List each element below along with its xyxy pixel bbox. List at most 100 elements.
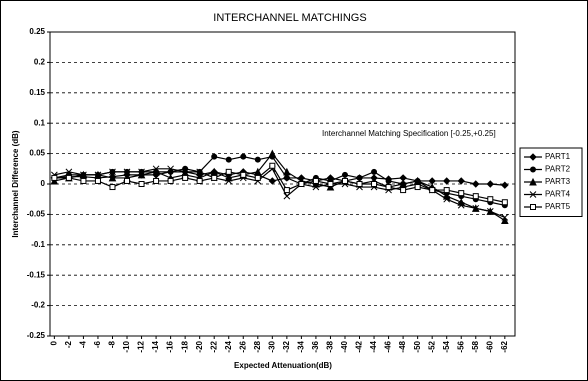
- x-tick-label: -22: [209, 340, 218, 352]
- x-tick-label: -60: [485, 340, 494, 352]
- x-tick-label: -14: [151, 340, 160, 352]
- marker: [138, 181, 145, 187]
- marker: [153, 177, 160, 184]
- marker: [109, 168, 116, 176]
- marker: [254, 156, 261, 163]
- marker: [253, 167, 262, 176]
- x-tick-label: -58: [471, 340, 480, 352]
- marker: [458, 190, 465, 197]
- x-tick-label: -18: [180, 340, 189, 352]
- marker: [341, 171, 348, 178]
- marker: [442, 177, 451, 185]
- legend-label: PART2: [545, 165, 571, 174]
- marker: [400, 187, 407, 194]
- x-tick-label: -28: [253, 340, 262, 352]
- y-tick-label: 0: [41, 179, 46, 188]
- x-tick-label: -52: [427, 340, 436, 352]
- marker: [283, 187, 290, 194]
- marker: [225, 156, 232, 163]
- marker: [341, 177, 348, 184]
- marker: [385, 184, 392, 191]
- x-tick-label: -30: [267, 340, 276, 352]
- marker: [268, 149, 277, 158]
- marker: [254, 174, 261, 181]
- x-tick-label: -20: [195, 340, 204, 352]
- marker: [240, 153, 247, 160]
- marker: [167, 165, 174, 173]
- marker: [240, 171, 247, 178]
- marker: [429, 187, 436, 194]
- marker: [94, 171, 102, 179]
- marker: [486, 180, 495, 188]
- marker: [211, 153, 218, 160]
- legend-marker: [530, 166, 536, 173]
- series-line: [54, 152, 506, 221]
- x-tick-label: -8: [108, 340, 117, 348]
- marker: [371, 181, 378, 187]
- x-axis-label: Expected Attenuation(dB): [234, 361, 332, 370]
- marker: [326, 182, 335, 191]
- y-tick-label: -0.1: [31, 240, 45, 249]
- marker: [283, 167, 291, 176]
- x-tick-label: -54: [442, 340, 451, 352]
- plot-area: [49, 31, 516, 337]
- chart-title: INTERCHANNEL MATCHINGS: [213, 12, 366, 24]
- marker: [356, 174, 363, 181]
- marker: [414, 184, 421, 191]
- marker: [225, 177, 233, 185]
- marker: [472, 193, 479, 200]
- marker: [487, 196, 494, 203]
- x-tick-label: -12: [137, 340, 146, 352]
- x-tick-label: -4: [79, 340, 88, 348]
- marker: [283, 174, 290, 181]
- marker: [210, 167, 219, 176]
- marker: [472, 180, 480, 188]
- x-tick-label: -34: [297, 340, 306, 352]
- marker: [457, 177, 465, 185]
- x-tick-label: -16: [166, 340, 175, 352]
- marker: [108, 173, 117, 182]
- marker: [137, 170, 146, 179]
- marker: [501, 214, 509, 221]
- marker: [80, 171, 87, 179]
- x-tick-label: -10: [122, 340, 131, 352]
- marker: [501, 181, 509, 189]
- marker: [211, 174, 218, 181]
- x-tick-label: -62: [500, 340, 509, 352]
- marker: [80, 177, 87, 184]
- marker: [501, 216, 509, 224]
- y-tick-label: 0.1: [34, 118, 46, 127]
- marker: [51, 174, 58, 181]
- marker: [152, 167, 160, 176]
- marker: [50, 176, 59, 185]
- x-tick-label: -56: [456, 340, 465, 352]
- x-tick-label: -40: [340, 340, 349, 352]
- legend-marker: [529, 191, 537, 198]
- marker: [327, 181, 334, 187]
- marker: [181, 168, 189, 176]
- marker: [109, 184, 116, 191]
- marker: [268, 177, 277, 185]
- x-tick-label: -48: [398, 340, 407, 352]
- x-tick-label: -6: [93, 340, 102, 348]
- marker: [298, 181, 305, 187]
- x-tick-label: -44: [369, 340, 378, 352]
- y-tick-label: 0.05: [29, 149, 45, 158]
- marker: [385, 177, 392, 184]
- y-tick-label: -0.25: [27, 331, 46, 340]
- x-tick-label: 0: [49, 340, 58, 345]
- marker: [152, 165, 160, 173]
- marker: [356, 181, 363, 187]
- legend-label: PART3: [545, 177, 571, 186]
- x-tick-label: -42: [355, 340, 364, 352]
- x-tick-label: -36: [311, 340, 320, 352]
- x-tick-label: -46: [384, 340, 393, 352]
- marker: [283, 192, 291, 200]
- x-tick-label: -32: [282, 340, 291, 352]
- marker: [501, 199, 508, 206]
- x-tick-label: -26: [238, 340, 247, 352]
- y-tick-label: 0.2: [34, 58, 46, 67]
- marker: [312, 177, 319, 184]
- marker: [225, 168, 232, 175]
